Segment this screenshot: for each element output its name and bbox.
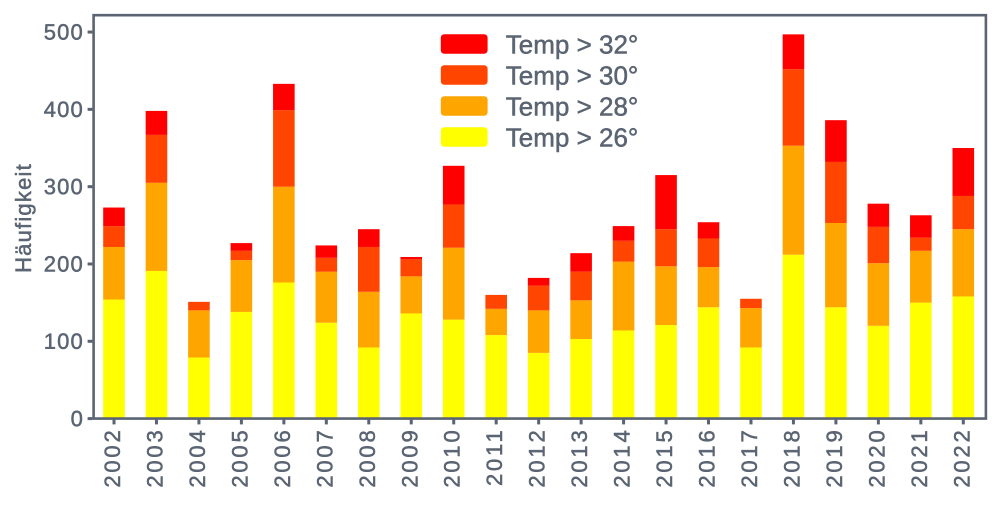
svg-text:2005: 2005	[227, 428, 252, 488]
svg-text:2011: 2011	[482, 428, 507, 487]
svg-text:100: 100	[44, 329, 84, 354]
svg-text:200: 200	[44, 251, 84, 276]
svg-text:2008: 2008	[355, 428, 380, 488]
svg-text:2022: 2022	[949, 428, 974, 488]
svg-text:2007: 2007	[312, 428, 337, 488]
svg-text:2013: 2013	[567, 428, 592, 488]
svg-text:2009: 2009	[397, 428, 422, 488]
svg-text:Temp > 26°: Temp > 26°	[506, 122, 639, 152]
svg-text:2018: 2018	[779, 428, 804, 488]
svg-text:2010: 2010	[440, 427, 465, 487]
svg-text:2006: 2006	[270, 428, 295, 488]
svg-text:2003: 2003	[142, 428, 167, 488]
svg-text:2021: 2021	[907, 428, 932, 488]
svg-text:2016: 2016	[695, 428, 720, 488]
svg-text:2020: 2020	[864, 428, 889, 488]
svg-text:400: 400	[44, 97, 84, 122]
svg-text:Temp > 32°: Temp > 32°	[506, 29, 639, 59]
svg-text:2017: 2017	[737, 428, 762, 488]
svg-text:2019: 2019	[822, 428, 847, 488]
svg-text:300: 300	[44, 174, 84, 199]
svg-text:500: 500	[44, 20, 84, 45]
svg-text:Häufigkeit: Häufigkeit	[11, 163, 36, 273]
svg-text:2002: 2002	[100, 428, 125, 488]
svg-text:0: 0	[71, 406, 84, 431]
svg-text:Temp > 28°: Temp > 28°	[506, 91, 639, 121]
svg-text:Temp > 30°: Temp > 30°	[506, 60, 639, 90]
svg-text:2012: 2012	[525, 428, 550, 488]
svg-text:2004: 2004	[185, 428, 210, 488]
svg-text:2015: 2015	[652, 428, 677, 488]
svg-text:2014: 2014	[610, 428, 635, 488]
